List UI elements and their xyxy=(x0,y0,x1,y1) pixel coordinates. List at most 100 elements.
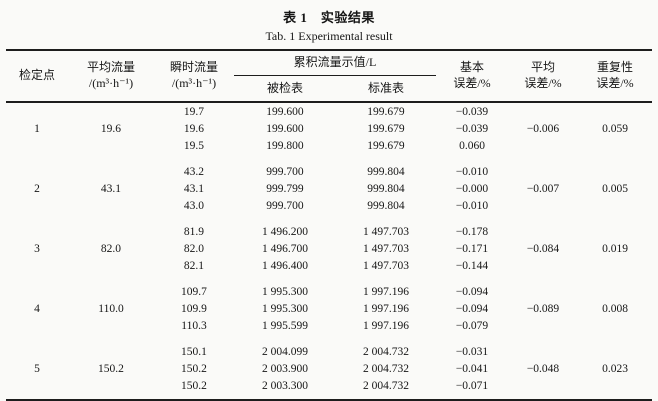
cell-inst-flow: 110.3 xyxy=(181,319,207,332)
cell-standard-meter: 999.804 xyxy=(367,182,405,195)
header-basic-error: 基本 误差/% xyxy=(453,60,491,90)
cell-inst-flow: 43.1 xyxy=(183,182,205,195)
table-row: 19.6 199.600 199.679 −0.039 xyxy=(6,120,652,137)
header-avg-flow: 平均流量 /(m³·h⁻¹) xyxy=(86,60,135,90)
group-1: 1 19.6 19.7 199.600 199.679 −0.039 −0.00… xyxy=(6,102,652,163)
cell-checked-meter: 999.700 xyxy=(266,199,304,212)
table-row: 150.2 2 003.300 2 004.732 −0.071 xyxy=(6,377,652,394)
group-5: 5 150.2 150.1 2 004.099 2 004.732 −0.031… xyxy=(6,343,652,401)
cell-inst-flow: 109.9 xyxy=(181,302,207,315)
cell-standard-meter: 199.679 xyxy=(367,105,405,118)
cell-inst-flow: 19.7 xyxy=(183,105,205,118)
cell-standard-meter: 1 497.703 xyxy=(362,225,409,238)
header-checked-meter: 被检表 xyxy=(266,80,303,95)
cell-standard-meter: 1 997.196 xyxy=(362,319,409,332)
cell-basic-error: −0.031 xyxy=(455,345,489,358)
cell-mean-error: −0.007 xyxy=(526,182,560,195)
cell-mean-error: −0.084 xyxy=(526,242,560,255)
group-gap xyxy=(6,154,652,163)
cell-basic-error: −0.079 xyxy=(455,319,489,332)
cell-mean-error: −0.006 xyxy=(526,122,560,135)
table-row: 1 19.6 19.7 199.600 199.679 −0.039 −0.00… xyxy=(6,102,652,135)
table-row: 5 150.2 150.1 2 004.099 2 004.732 −0.031… xyxy=(6,343,652,375)
cell-standard-meter: 1 497.703 xyxy=(362,242,409,255)
cell-inst-flow: 19.5 xyxy=(183,139,205,152)
cell-basic-error: −0.000 xyxy=(455,182,489,195)
group-gap xyxy=(6,334,652,343)
cell-checked-meter: 199.600 xyxy=(266,122,304,135)
cell-standard-meter: 2 004.732 xyxy=(362,379,409,392)
cell-repeat-error: 0.008 xyxy=(602,302,628,315)
cell-standard-meter: 1 997.196 xyxy=(362,302,409,315)
cell-checked-meter: 1 995.300 xyxy=(261,285,308,298)
cell-standard-meter: 999.804 xyxy=(367,165,405,178)
header-standard-meter: 标准表 xyxy=(367,80,404,95)
cell-inst-flow: 19.6 xyxy=(183,122,205,135)
cell-avg-flow: 82.0 xyxy=(100,242,122,255)
table-row: 19.5 199.800 199.679 0.060 xyxy=(6,137,652,154)
cell-checked-meter: 1 995.599 xyxy=(261,319,308,332)
table-row: 150.2 2 003.900 2 004.732 −0.041 xyxy=(6,360,652,377)
cell-standard-meter: 2 004.732 xyxy=(362,345,409,358)
table-row: 43.1 999.799 999.804 −0.000 xyxy=(6,180,652,197)
cell-basic-error: −0.071 xyxy=(455,379,489,392)
group-3: 3 82.0 81.9 1 496.200 1 497.703 −0.178 −… xyxy=(6,223,652,283)
cell-inst-flow: 81.9 xyxy=(183,225,205,238)
group-2: 2 43.1 43.2 999.700 999.804 −0.010 −0.00… xyxy=(6,163,652,223)
header-repeat-error: 重复性 误差/% xyxy=(596,60,634,90)
table-row: 109.9 1 995.300 1 997.196 −0.094 xyxy=(6,300,652,317)
group-gap xyxy=(6,274,652,283)
cell-checked-meter: 2 003.900 xyxy=(261,362,308,375)
cell-standard-meter: 2 004.732 xyxy=(362,362,409,375)
table-row: 82.0 1 496.700 1 497.703 −0.171 xyxy=(6,240,652,257)
page-title-cn: 表 1 实验结果 xyxy=(283,10,375,25)
cell-point: 5 xyxy=(34,362,40,375)
cell-inst-flow: 43.2 xyxy=(183,165,205,178)
cell-checked-meter: 2 004.099 xyxy=(261,345,308,358)
cell-repeat-error: 0.023 xyxy=(602,362,628,375)
cell-mean-error: −0.089 xyxy=(526,302,560,315)
cell-basic-error: −0.171 xyxy=(455,242,489,255)
cell-checked-meter: 1 995.300 xyxy=(261,302,308,315)
header-mean-error: 平均 误差/% xyxy=(524,60,562,90)
table-row: 110.3 1 995.599 1 997.196 −0.079 xyxy=(6,317,652,334)
cell-checked-meter: 2 003.300 xyxy=(261,379,308,392)
cell-inst-flow: 150.2 xyxy=(181,379,207,392)
cell-checked-meter: 199.600 xyxy=(266,105,304,118)
cell-standard-meter: 199.679 xyxy=(367,139,405,152)
cell-basic-error: −0.041 xyxy=(455,362,489,375)
cell-basic-error: −0.178 xyxy=(455,225,489,238)
cell-basic-error: −0.010 xyxy=(455,199,489,212)
cell-basic-error: −0.039 xyxy=(455,105,489,118)
header-inst-flow: 瞬时流量 /(m³·h⁻¹) xyxy=(169,60,218,90)
cell-inst-flow: 109.7 xyxy=(181,285,207,298)
cell-inst-flow: 150.1 xyxy=(181,345,207,358)
cell-checked-meter: 1 496.200 xyxy=(261,225,308,238)
cell-point: 2 xyxy=(34,182,40,195)
cell-checked-meter: 999.700 xyxy=(266,165,304,178)
cell-avg-flow: 110.0 xyxy=(98,302,124,315)
table-row: 4 110.0 109.7 1 995.300 1 997.196 −0.094… xyxy=(6,283,652,315)
group-gap xyxy=(6,214,652,223)
cell-standard-meter: 199.679 xyxy=(367,122,405,135)
group-gap xyxy=(6,394,652,401)
cell-repeat-error: 0.019 xyxy=(602,242,628,255)
cell-inst-flow: 150.2 xyxy=(181,362,207,375)
cell-point: 3 xyxy=(34,242,40,255)
cell-basic-error: 0.060 xyxy=(459,139,485,152)
cell-basic-error: −0.094 xyxy=(455,285,489,298)
table-row: 3 82.0 81.9 1 496.200 1 497.703 −0.178 −… xyxy=(6,223,652,255)
header-cumulative-span: 累积流量示值/L xyxy=(233,50,436,76)
cell-basic-error: −0.144 xyxy=(455,259,489,272)
results-table: 检定点 平均流量 /(m³·h⁻¹) 瞬时流量 /(m³·h⁻¹) 累积流量示值… xyxy=(5,49,652,401)
table-row: 82.1 1 496.400 1 497.703 −0.144 xyxy=(6,257,652,274)
cell-point: 1 xyxy=(34,122,40,135)
cell-avg-flow: 150.2 xyxy=(98,362,124,375)
header-point: 检定点 xyxy=(18,68,55,83)
cell-basic-error: −0.010 xyxy=(455,165,489,178)
cell-mean-error: −0.048 xyxy=(526,362,560,375)
cell-avg-flow: 43.1 xyxy=(100,182,122,195)
cell-standard-meter: 1 997.196 xyxy=(362,285,409,298)
cell-checked-meter: 1 496.700 xyxy=(261,242,308,255)
cell-avg-flow: 19.6 xyxy=(100,122,122,135)
